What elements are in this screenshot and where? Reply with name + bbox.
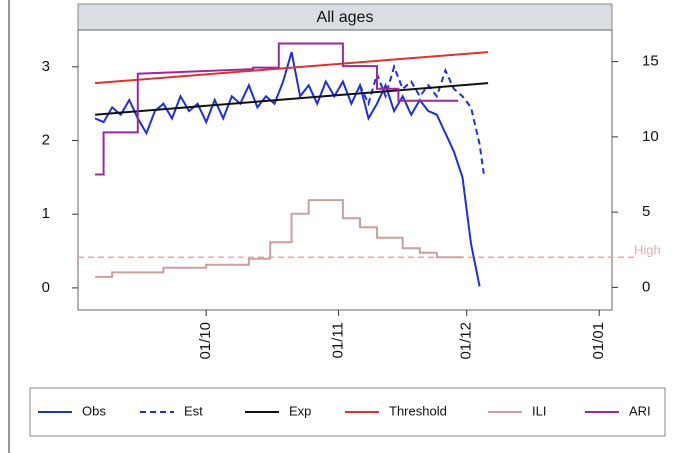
x-tick-label: 01/11 bbox=[330, 322, 347, 358]
series-line bbox=[95, 42, 459, 176]
series-line bbox=[95, 51, 489, 85]
y2-tick-label: 15 bbox=[642, 53, 659, 70]
reference-label: High bbox=[634, 243, 661, 258]
legend-label: Exp bbox=[289, 403, 311, 418]
legend-label: ARI bbox=[629, 403, 651, 418]
x-tick-label: 01/12 bbox=[458, 322, 475, 360]
legend-label: ILI bbox=[532, 403, 546, 418]
chart-title: All ages bbox=[317, 9, 374, 26]
legend-label: Threshold bbox=[389, 403, 447, 418]
y-tick-label: 1 bbox=[42, 205, 50, 222]
y-tick-label: 3 bbox=[42, 58, 50, 75]
y-tick-label: 2 bbox=[42, 131, 50, 148]
legend-label: Est bbox=[184, 403, 203, 418]
series-line bbox=[95, 82, 489, 116]
y2-tick-label: 10 bbox=[642, 128, 659, 145]
series-line bbox=[94, 51, 481, 287]
y2-tick-label: 0 bbox=[642, 278, 650, 295]
x-tick-label: 01/10 bbox=[197, 322, 214, 360]
y-tick-label: 0 bbox=[42, 279, 50, 296]
x-tick-label: 01/01 bbox=[590, 322, 607, 360]
series-line bbox=[95, 199, 463, 278]
series-line bbox=[359, 63, 485, 174]
y2-tick-label: 5 bbox=[642, 203, 650, 220]
legend-label: Obs bbox=[82, 403, 106, 418]
